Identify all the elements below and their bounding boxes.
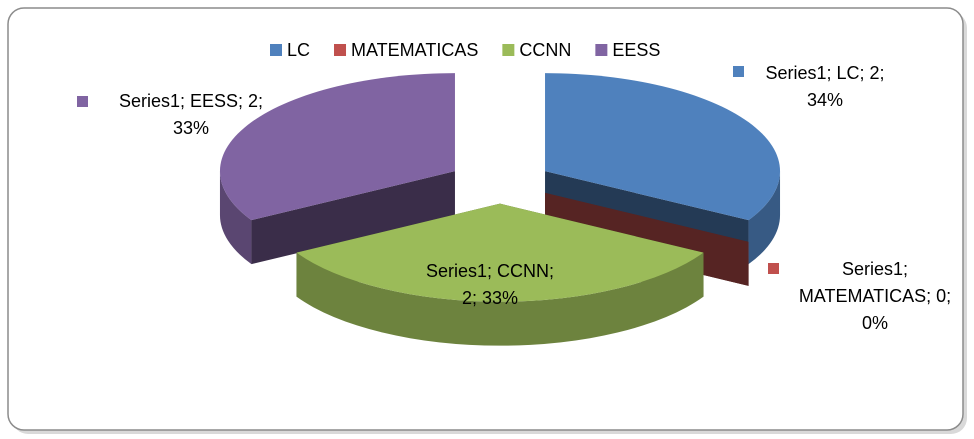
slice-top bbox=[296, 203, 704, 302]
label-key bbox=[77, 96, 88, 107]
legend-key bbox=[595, 44, 608, 56]
legend-label: EESS bbox=[612, 40, 660, 60]
label-key bbox=[733, 66, 744, 77]
legend-label: CCNN bbox=[519, 40, 571, 60]
data-label: Series1; MATEMATICAS; 0; 0% bbox=[798, 259, 952, 333]
data-label: Series1; CCNN; 2; 33% bbox=[425, 261, 555, 308]
data-label: Series1; EESS; 2; 33% bbox=[118, 91, 264, 138]
slice-side bbox=[251, 171, 455, 265]
slice-wall bbox=[219, 171, 252, 265]
slice-top bbox=[219, 73, 455, 221]
legend-key bbox=[334, 44, 347, 56]
legend-key bbox=[270, 44, 282, 56]
legend-label: MATEMATICAS bbox=[351, 40, 478, 60]
label-key bbox=[768, 263, 779, 274]
legend-label: LC bbox=[287, 40, 310, 60]
data-label: Series1; LC; 2; 34% bbox=[765, 63, 885, 110]
slice-wall bbox=[296, 252, 704, 346]
pie-slice bbox=[219, 73, 455, 265]
legend-key bbox=[502, 44, 515, 56]
legend: LC MATEMATICAS CCNN EESS bbox=[270, 40, 660, 60]
slice-top bbox=[545, 73, 781, 221]
slice-wall bbox=[748, 171, 781, 265]
pie-slice bbox=[296, 203, 704, 346]
pie bbox=[219, 73, 781, 346]
